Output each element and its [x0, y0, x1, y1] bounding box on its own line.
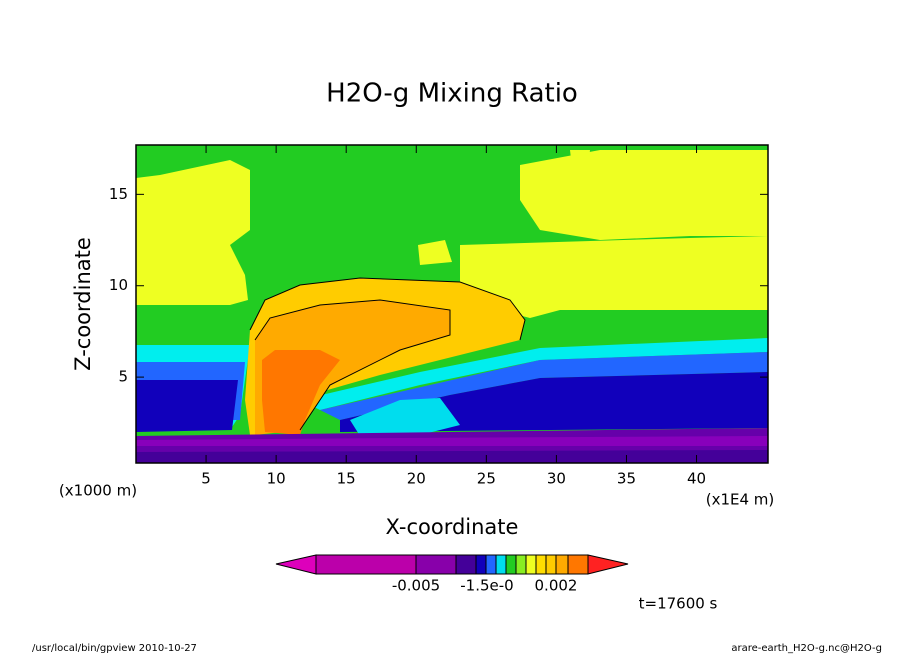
footer-right: arare-earth_H2O-g.nc@H2O-g: [731, 643, 882, 654]
colorbar-label: 0.002: [535, 577, 578, 595]
x-tick-label: 10: [267, 470, 286, 488]
x-tick-label: 15: [337, 470, 356, 488]
x-unit-2: (x1E4 m): [706, 491, 775, 509]
contour-field: [136, 145, 768, 463]
x-unit: (x1000 m): [59, 482, 137, 500]
x-tick-label: 40: [687, 470, 706, 488]
annotation: t=17600 s: [639, 595, 718, 613]
x-tick-label: 25: [477, 470, 496, 488]
x-axis-label: X-coordinate: [386, 515, 519, 539]
y-tick-label: 10: [109, 276, 128, 294]
y-tick-label: 15: [109, 185, 128, 203]
x-tick-label: 30: [547, 470, 566, 488]
y-axis-label: Z-coordinate: [71, 237, 95, 371]
colorbar: [275, 554, 629, 575]
x-tick-label: 5: [201, 470, 211, 488]
plot-frame: [135, 144, 769, 464]
chart-title: H2O-g Mixing Ratio: [326, 79, 578, 109]
x-tick-label: 35: [617, 470, 636, 488]
y-tick-label: 5: [118, 368, 128, 386]
colorbar-label: -0.005: [392, 577, 440, 595]
footer-left: /usr/local/bin/gpview 2010-10-27: [32, 643, 197, 654]
x-tick-label: 20: [407, 470, 426, 488]
colorbar-label: -1.5e-0: [460, 577, 513, 595]
